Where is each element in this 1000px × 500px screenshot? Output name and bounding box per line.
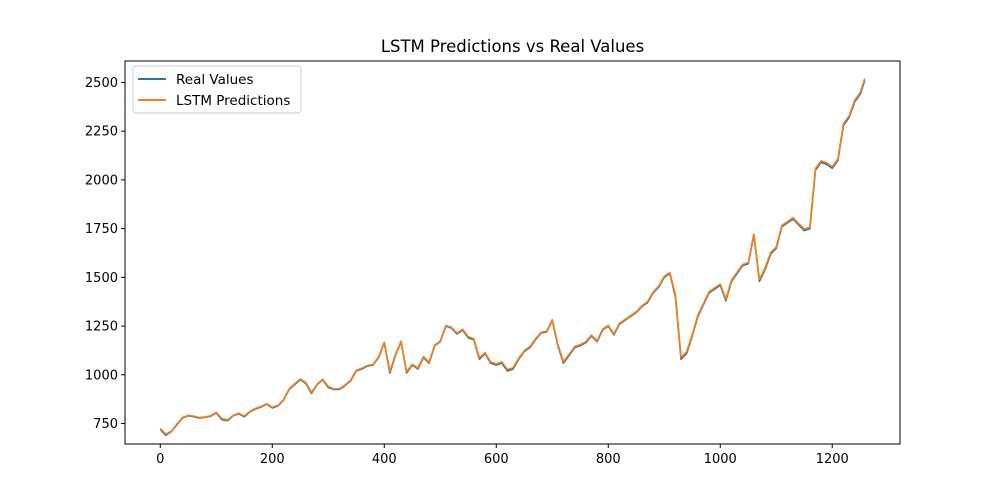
series-line-lstm-predictions (159, 78, 866, 435)
legend-label-lstm-predictions: LSTM Predictions (176, 93, 290, 109)
chart-title: LSTM Predictions vs Real Values (381, 37, 644, 56)
series-lines (159, 78, 866, 437)
x-tick-label: 600 (484, 452, 509, 467)
y-tick-label: 1750 (85, 222, 118, 237)
y-tick-label: 1000 (85, 368, 118, 383)
plot-frame (124, 60, 901, 445)
x-tick-label: 800 (596, 452, 621, 467)
y-tick-label: 2250 (85, 125, 118, 140)
legend-label-real-values: Real Values (176, 72, 254, 88)
series-line-real-values (159, 80, 866, 437)
legend-frame (132, 65, 302, 114)
y-tick-label: 1250 (85, 320, 118, 335)
y-tick-label: 2000 (85, 173, 118, 188)
x-tick-label: 200 (260, 452, 285, 467)
y-tick-label: 2500 (85, 76, 118, 91)
x-tick-label: 1000 (704, 452, 737, 467)
y-tick-label: 750 (93, 417, 118, 432)
y-tick-label: 1500 (85, 271, 118, 286)
x-tick-label: 0 (156, 452, 164, 467)
x-tick-label: 400 (372, 452, 397, 467)
x-tick-label: 1200 (816, 452, 849, 467)
legend: Real Values LSTM Predictions (132, 65, 302, 114)
axes: 0 200 400 600 800 1000 1200 750 1000 1250 1500 1750… (85, 60, 901, 467)
